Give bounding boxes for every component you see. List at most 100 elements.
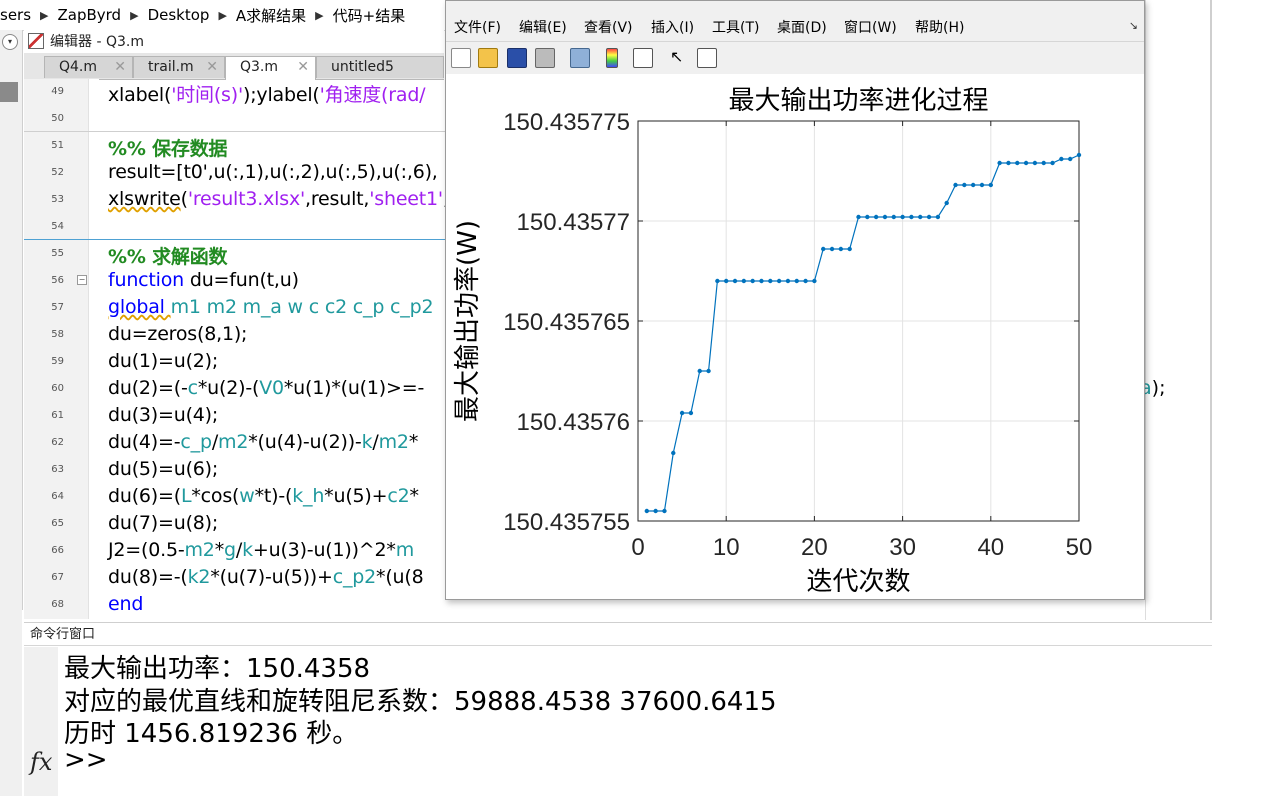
menu-item[interactable]: 帮助(H): [915, 20, 965, 36]
data-point: [741, 278, 747, 284]
chart-title: 最大输出功率进化过程: [728, 86, 988, 116]
code-token: *: [214, 539, 225, 561]
code-token: global: [108, 296, 171, 318]
code-line[interactable]: function du=fun(t,u): [108, 269, 299, 291]
data-point: [935, 214, 941, 220]
x-tick-label: 40: [977, 534, 1004, 561]
tab-untitled5[interactable]: untitled5: [316, 56, 444, 78]
data-point: [768, 278, 773, 284]
data-point: [1076, 152, 1082, 158]
menu-item[interactable]: 查看(V): [584, 20, 633, 36]
code-token: m2: [218, 431, 249, 453]
breadcrumb-item[interactable]: 代码+结果: [332, 6, 406, 25]
code-line[interactable]: du=zeros(8,1);: [108, 323, 247, 345]
y-axis-label: 最大输出功率(W): [453, 220, 483, 422]
code-token: m2: [184, 539, 215, 561]
tab-label: Q4.m: [59, 59, 98, 75]
line-number: 49: [51, 86, 64, 97]
menu-item[interactable]: 桌面(D): [777, 20, 827, 36]
menu-item[interactable]: 工具(T): [712, 20, 760, 36]
code-token: 'result3.xlsx': [187, 188, 306, 210]
line-number: 55: [51, 248, 64, 259]
code-line[interactable]: result=[t0',u(:,1),u(:,2),u(:,5),u(:,6),: [108, 161, 438, 183]
panel-icon[interactable]: [697, 48, 717, 68]
code-line[interactable]: du(2)=(-c*u(2)-(V0*u(1)*(u(1)>=-: [108, 377, 424, 399]
fold-toggle-icon[interactable]: −: [77, 275, 87, 285]
open-icon[interactable]: [478, 48, 498, 68]
data-point: [970, 182, 976, 188]
code-token: du(8)=-(: [108, 566, 188, 588]
data-point: [1067, 156, 1073, 162]
menu-item[interactable]: 窗口(W): [844, 20, 897, 36]
data-point: [856, 214, 861, 220]
code-line[interactable]: global m1 m2 m_a w c c2 c_p c_p2: [108, 296, 434, 318]
code-line[interactable]: xlabel('时间(s)');ylabel('角速度(rad/: [108, 80, 426, 107]
line-number: 57: [51, 302, 64, 313]
breadcrumb-item[interactable]: ZapByrd: [57, 6, 122, 24]
figure-window[interactable]: 文件(F) 编辑(E) 查看(V) 插入(I) 工具(T) 桌面(D) 窗口(W) 帮助(H)…: [445, 0, 1145, 600]
data-point: [847, 246, 852, 252]
breadcrumb-item[interactable]: A求解结果: [235, 6, 307, 25]
line-number: 56: [51, 275, 64, 286]
line-chart: 0 10 20 30 40 50 150.435755 150.43576 150.435765…: [453, 86, 1092, 597]
tab-q3[interactable]: Q3.m ✕: [225, 56, 316, 80]
code-token: k: [242, 539, 253, 561]
code-line[interactable]: %% 求解函数: [108, 242, 227, 269]
data-point: [1041, 160, 1046, 166]
menu-item[interactable]: 文件(F): [454, 20, 501, 36]
code-line[interactable]: du(1)=u(2);: [108, 350, 218, 372]
undock-icon[interactable]: ↘: [1128, 19, 1138, 32]
code-line[interactable]: xlswrite('result3.xlsx',result,'sheet1',: [108, 188, 449, 210]
code-token: *cos(: [191, 485, 240, 507]
tab-q4[interactable]: Q4.m ✕: [44, 56, 133, 78]
menu-item[interactable]: 编辑(E): [519, 20, 567, 36]
colorbar-icon[interactable]: [606, 48, 618, 68]
line-number: 58: [51, 329, 64, 340]
line-number: 64: [51, 491, 64, 502]
code-line[interactable]: %% 保存数据: [108, 134, 227, 161]
code-line[interactable]: du(7)=u(8);: [108, 512, 218, 534]
code-token: J2=(0.5-: [108, 539, 185, 561]
legend-icon[interactable]: [633, 48, 653, 68]
close-icon[interactable]: ✕: [114, 59, 126, 75]
code-line[interactable]: end: [108, 593, 143, 615]
code-line[interactable]: du(4)=-c_p/m2*(u(4)-u(2))-k/m2*: [108, 431, 418, 453]
data-point: [997, 160, 1002, 166]
close-icon[interactable]: ✕: [206, 59, 218, 75]
menu-item[interactable]: 插入(I): [651, 20, 695, 36]
link-icon[interactable]: [570, 48, 590, 68]
data-point: [873, 214, 879, 220]
print-icon[interactable]: [535, 48, 555, 68]
x-tick-label: 30: [889, 534, 916, 561]
command-output-line: 历时 1456.819236 秒。: [64, 719, 359, 749]
breadcrumb-item[interactable]: Desktop: [147, 6, 210, 24]
code-line[interactable]: du(6)=(L*cos(w*t)-(k_h*u(5)+c2*: [108, 485, 419, 507]
y-tick-label: 150.43576: [517, 409, 630, 436]
x-tick-label: 20: [801, 534, 828, 561]
code-line[interactable]: du(8)=-(k2*(u(7)-u(5))+c_p2*(u(8: [108, 566, 424, 588]
save-icon[interactable]: [507, 48, 527, 68]
data-point: [671, 450, 676, 456]
figure-menubar: 文件(F) 编辑(E) 查看(V) 插入(I) 工具(T) 桌面(D) 窗口(W) 帮助(H): [446, 13, 1144, 39]
line-number: 51: [51, 140, 64, 151]
data-point: [724, 278, 729, 284]
code-line[interactable]: J2=(0.5-m2*g/k+u(3)-u(1))^2*m: [108, 539, 414, 561]
code-token: *(u(7)-u(5))+: [210, 566, 333, 588]
data-point: [865, 214, 870, 220]
fx-icon[interactable]: fx: [30, 748, 53, 776]
tab-trail[interactable]: trail.m ✕: [133, 56, 225, 78]
code-line[interactable]: du(5)=u(6);: [108, 458, 218, 480]
y-tick-label: 150.435755: [503, 509, 630, 536]
data-point: [697, 368, 702, 374]
code-line[interactable]: du(3)=u(4);: [108, 404, 218, 426]
editor-scrollbar[interactable]: [1210, 0, 1212, 620]
collapse-icon[interactable]: ▾: [2, 34, 18, 50]
breadcrumb-item[interactable]: sers: [0, 6, 32, 24]
close-icon[interactable]: ✕: [297, 59, 309, 75]
tab-label: Q3.m: [240, 59, 279, 75]
command-prompt[interactable]: >>: [64, 745, 108, 775]
new-icon[interactable]: [451, 48, 471, 68]
line-number: 50: [51, 113, 64, 124]
data-point: [829, 246, 835, 252]
pointer-icon[interactable]: ↖: [670, 47, 684, 66]
